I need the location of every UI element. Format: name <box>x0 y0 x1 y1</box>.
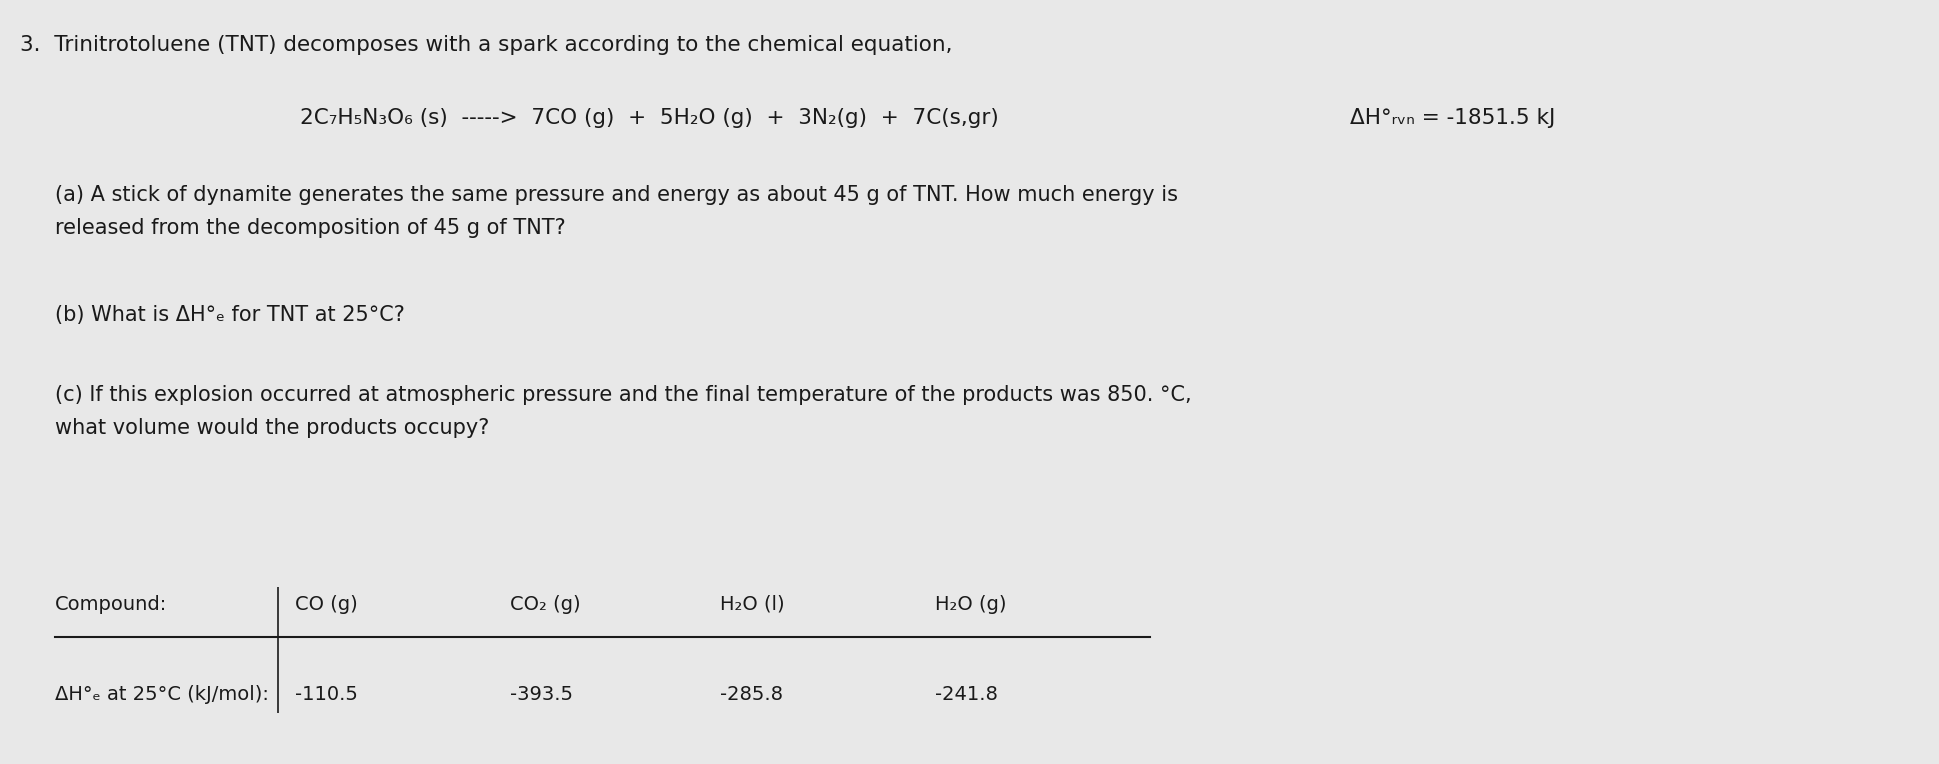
Text: (b) What is ΔH°ₑ for TNT at 25°C?: (b) What is ΔH°ₑ for TNT at 25°C? <box>54 305 405 325</box>
Text: -110.5: -110.5 <box>295 685 357 704</box>
Text: -241.8: -241.8 <box>935 685 997 704</box>
Text: CO (g): CO (g) <box>295 595 357 614</box>
Text: what volume would the products occupy?: what volume would the products occupy? <box>54 418 489 438</box>
Text: Compound:: Compound: <box>54 595 167 614</box>
Text: (c) If this explosion occurred at atmospheric pressure and the final temperature: (c) If this explosion occurred at atmosp… <box>54 385 1191 405</box>
Text: ΔH°ᵣᵥₙ = -1851.5 kJ: ΔH°ᵣᵥₙ = -1851.5 kJ <box>1350 108 1555 128</box>
Text: -393.5: -393.5 <box>510 685 572 704</box>
Text: ΔH°ₑ at 25°C (kJ/mol):: ΔH°ₑ at 25°C (kJ/mol): <box>54 685 270 704</box>
Text: 2C₇H₅N₃O₆ (s)  ----->  7CO (g)  +  5H₂O (g)  +  3N₂(g)  +  7C(s,gr): 2C₇H₅N₃O₆ (s) -----> 7CO (g) + 5H₂O (g) … <box>301 108 999 128</box>
Text: (a) A stick of dynamite generates the same pressure and energy as about 45 g of : (a) A stick of dynamite generates the sa… <box>54 185 1177 205</box>
Text: released from the decomposition of 45 g of TNT?: released from the decomposition of 45 g … <box>54 218 566 238</box>
Text: CO₂ (g): CO₂ (g) <box>510 595 580 614</box>
Text: -285.8: -285.8 <box>719 685 783 704</box>
Text: H₂O (l): H₂O (l) <box>719 595 783 614</box>
Text: 3.  Trinitrotoluene (TNT) decomposes with a spark according to the chemical equa: 3. Trinitrotoluene (TNT) decomposes with… <box>19 35 952 55</box>
Text: H₂O (g): H₂O (g) <box>935 595 1006 614</box>
